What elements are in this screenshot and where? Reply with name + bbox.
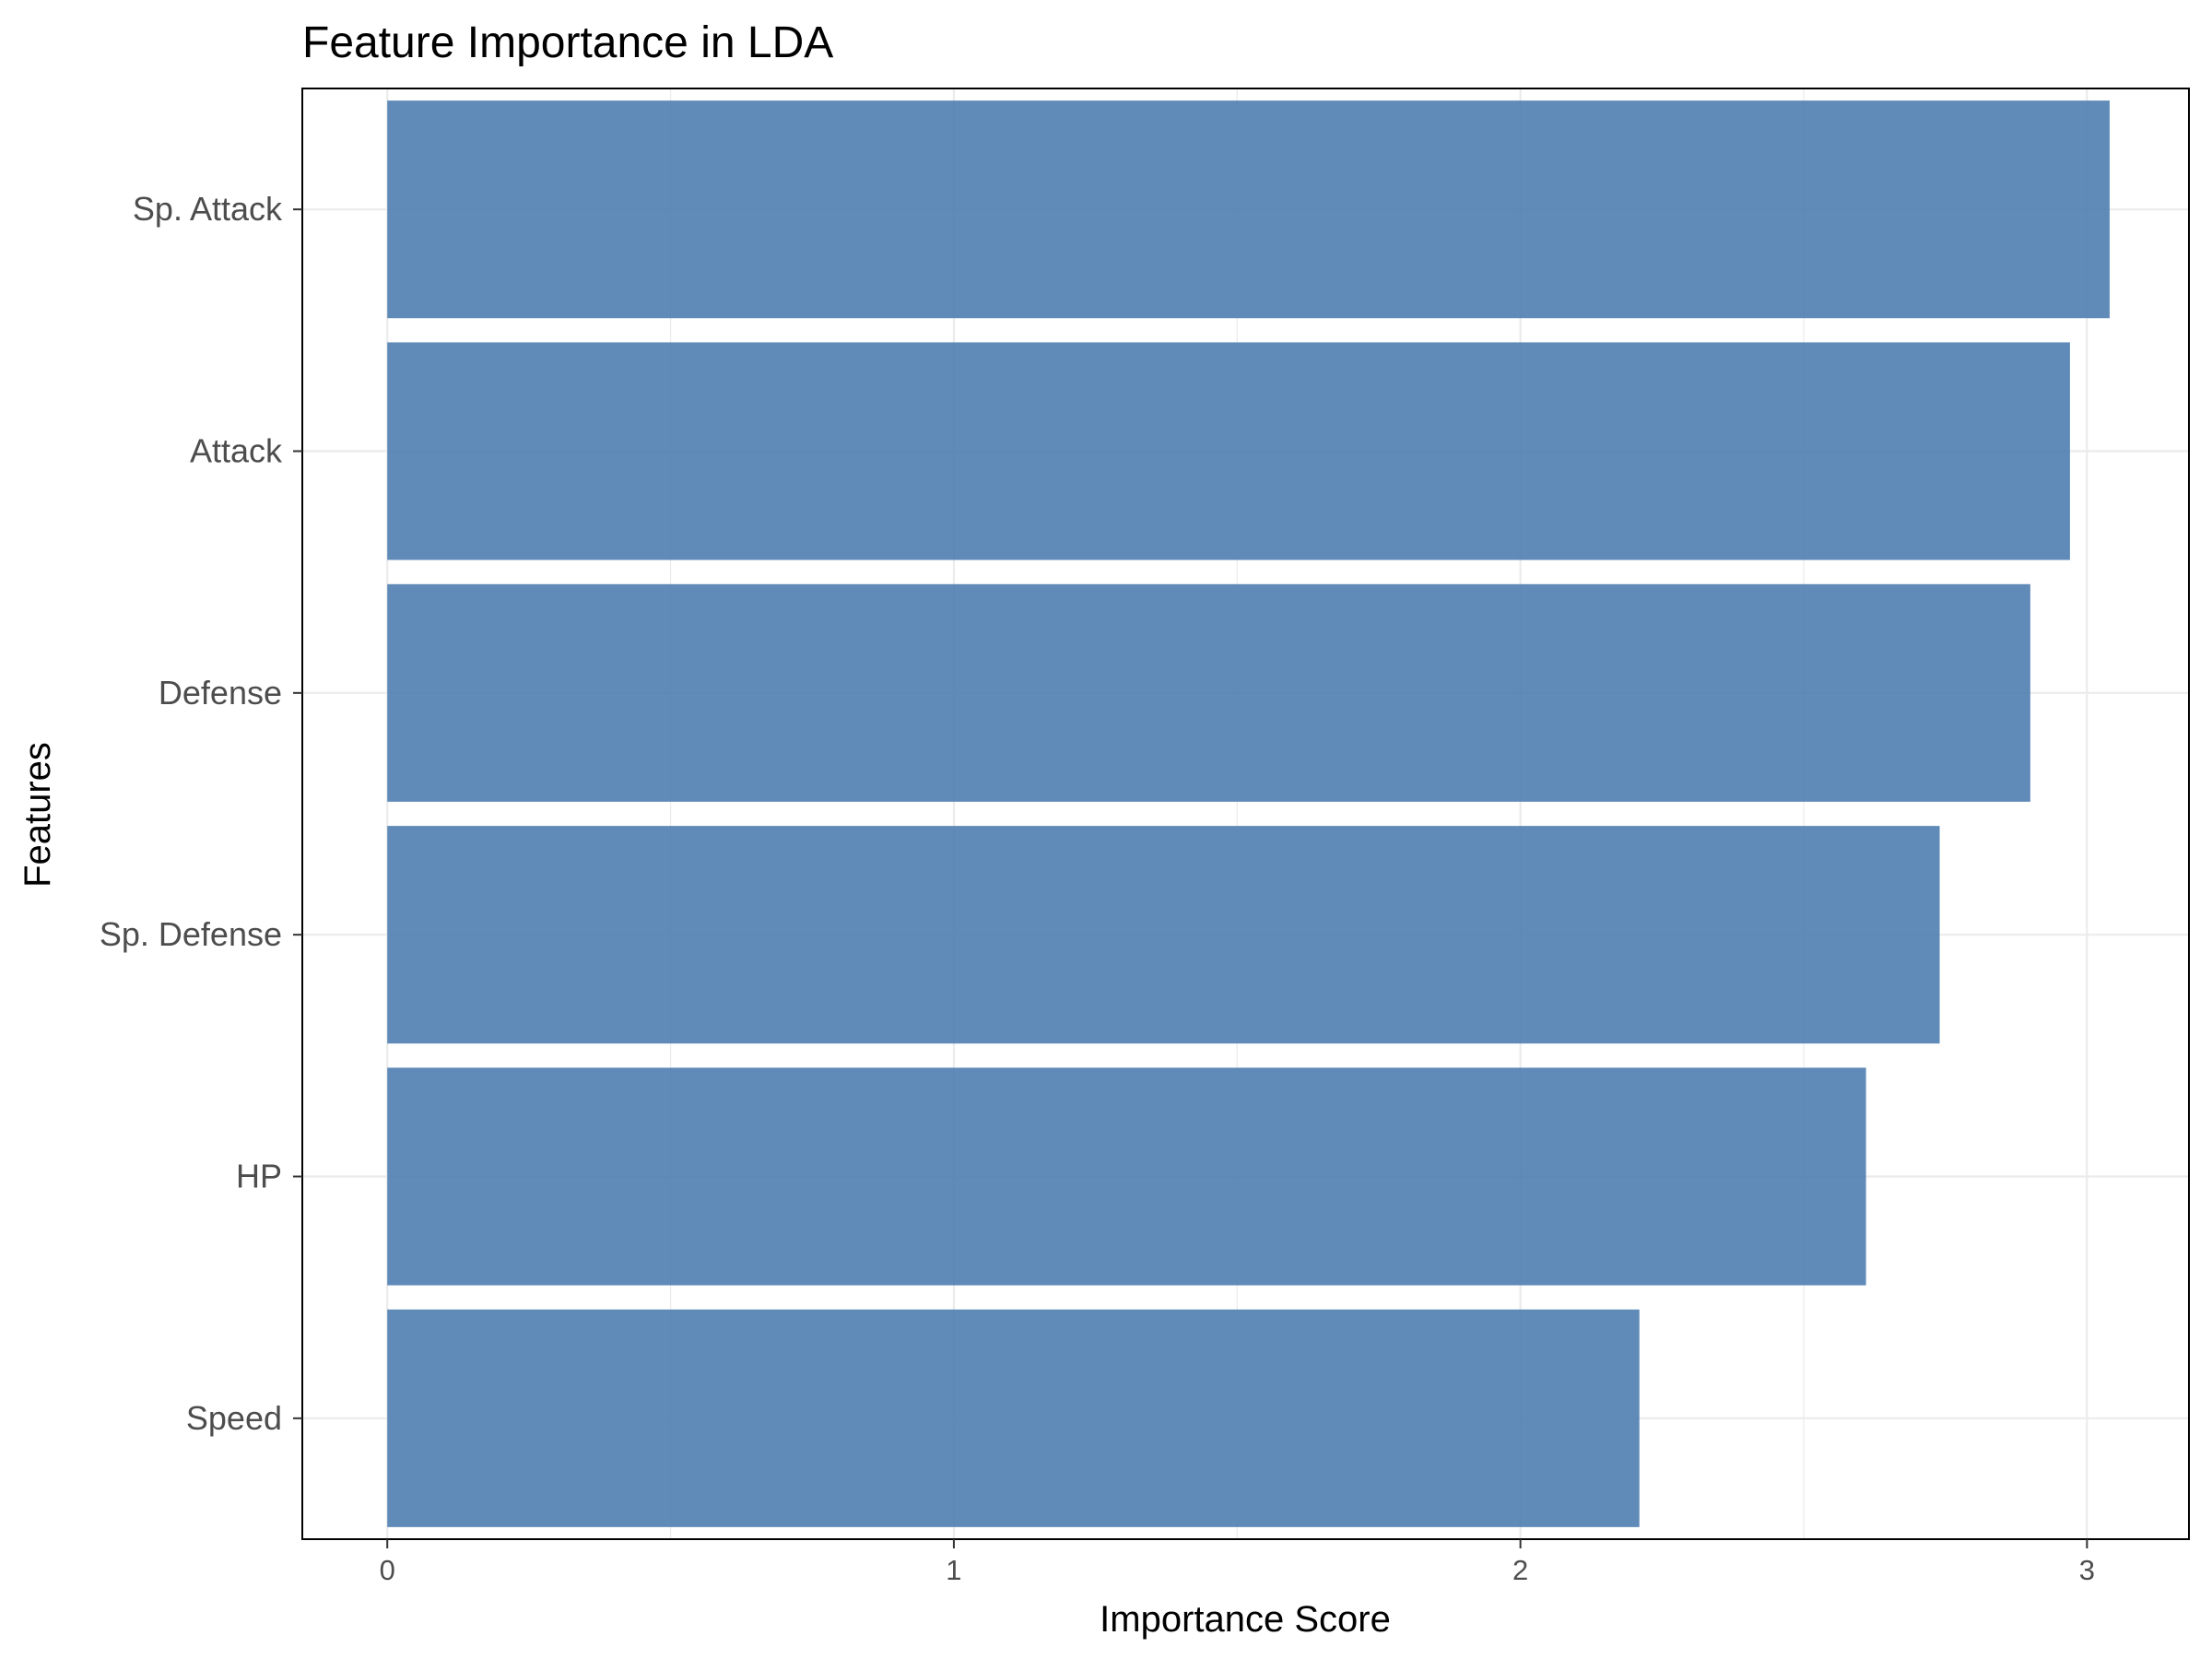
- chart-title: Feature Importance in LDA: [302, 18, 833, 67]
- y-axis: Speed HP Sp. Defense Defense Attack Sp. Attac…: [100, 190, 302, 1437]
- y-tick-label: Speed: [186, 1399, 282, 1437]
- bar-hp: [387, 1067, 1866, 1286]
- x-tick-label: 0: [380, 1554, 395, 1586]
- y-tick-label: Attack: [190, 432, 283, 470]
- y-tick-label: HP: [236, 1158, 282, 1195]
- y-tick-label: Defense: [159, 674, 282, 712]
- y-axis-title: Features: [18, 742, 58, 888]
- bar-sp-defense: [387, 826, 1940, 1044]
- x-tick-label: 1: [946, 1554, 961, 1586]
- x-axis: 0 1 2 3: [380, 1539, 2095, 1586]
- x-axis-title: Importance Score: [1100, 1599, 1391, 1640]
- bar-defense: [387, 583, 2030, 802]
- bar-sp-attack: [387, 100, 2110, 319]
- y-tick-label: Sp. Defense: [100, 915, 282, 953]
- bar-speed: [387, 1309, 1640, 1527]
- bars: [387, 100, 2110, 1527]
- x-tick-label: 2: [1512, 1554, 1528, 1586]
- bar-attack: [387, 342, 2070, 560]
- x-tick-label: 3: [2079, 1554, 2095, 1586]
- y-tick-label: Sp. Attack: [133, 190, 283, 228]
- plot-panel-border: [301, 88, 2190, 1540]
